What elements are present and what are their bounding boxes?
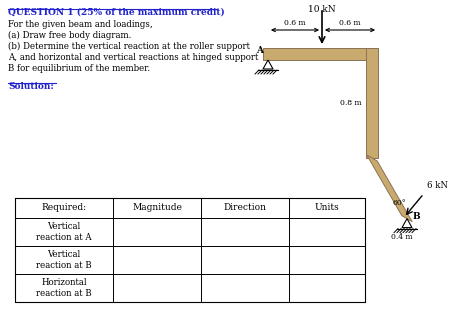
Bar [15,198,365,302]
Text: Required:: Required: [41,204,87,213]
Text: Magnitude: Magnitude [132,204,182,213]
Text: Vertical
reaction at A: Vertical reaction at A [36,222,92,242]
Text: (a) Draw free body diagram.: (a) Draw free body diagram. [8,31,131,40]
Text: 0.6 m: 0.6 m [339,19,361,27]
Text: Units: Units [315,204,339,213]
Text: 0.4 m: 0.4 m [391,233,413,241]
Text: A: A [256,45,263,54]
Text: B for equilibrium of the member.: B for equilibrium of the member. [8,64,150,73]
Text: Solution:: Solution: [8,82,54,91]
Polygon shape [366,48,378,158]
Polygon shape [367,155,412,222]
Text: Horizontal
reaction at B: Horizontal reaction at B [36,278,92,298]
Text: 6 kN: 6 kN [427,181,448,190]
Text: 60°: 60° [392,199,406,207]
Text: (b) Determine the vertical reaction at the roller support: (b) Determine the vertical reaction at t… [8,42,250,51]
Text: Direction: Direction [224,204,266,213]
Text: 10 kN: 10 kN [308,5,336,14]
Text: B: B [413,212,420,221]
Text: QUESTION 1 (25% of the maximum credit): QUESTION 1 (25% of the maximum credit) [8,8,225,17]
Text: For the given beam and loadings,: For the given beam and loadings, [8,20,153,29]
Text: 0.6 m: 0.6 m [284,19,306,27]
Text: Vertical
reaction at B: Vertical reaction at B [36,250,92,270]
Text: A, and horizontal and vertical reactions at hinged support: A, and horizontal and vertical reactions… [8,53,258,62]
Polygon shape [263,48,378,60]
Text: 0.8 m: 0.8 m [340,99,362,107]
